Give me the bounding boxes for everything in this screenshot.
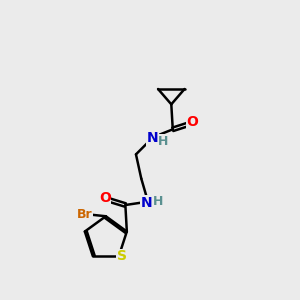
Text: N: N: [141, 196, 152, 210]
Text: H: H: [153, 195, 163, 208]
Text: O: O: [99, 190, 111, 205]
Text: H: H: [158, 135, 169, 148]
Text: N: N: [146, 131, 158, 145]
Text: Br: Br: [77, 208, 92, 221]
Text: O: O: [187, 115, 198, 129]
Text: S: S: [117, 249, 127, 263]
